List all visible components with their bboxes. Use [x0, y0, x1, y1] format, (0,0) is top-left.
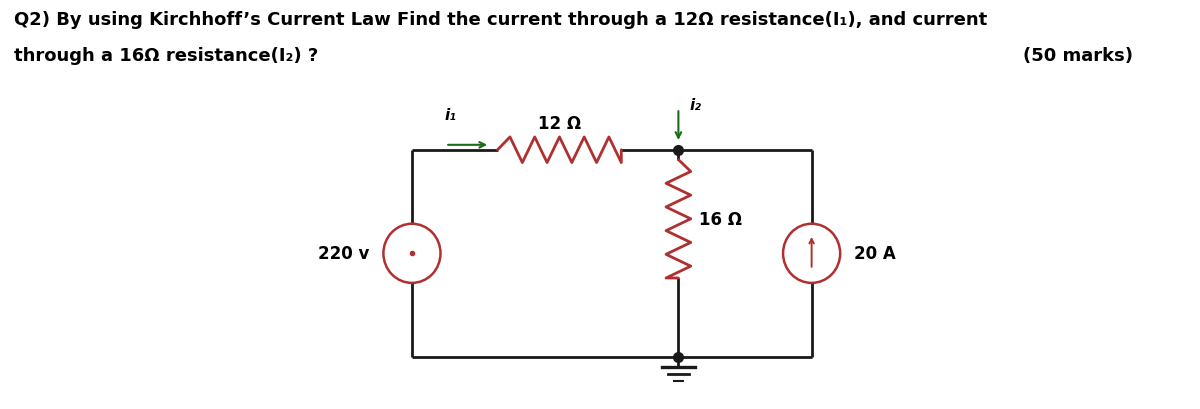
Text: i₂: i₂ [690, 98, 702, 113]
Text: (50 marks): (50 marks) [1024, 47, 1133, 65]
Text: 20 A: 20 A [854, 245, 896, 263]
Text: 220 v: 220 v [318, 245, 370, 263]
Text: 16 Ω: 16 Ω [700, 210, 743, 228]
Text: i₁: i₁ [444, 108, 456, 123]
Text: 12 Ω: 12 Ω [538, 115, 581, 133]
Text: Q2) By using Kirchhoff’s Current Law Find the current through a 12Ω resistance(I: Q2) By using Kirchhoff’s Current Law Fin… [14, 11, 988, 29]
Text: through a 16Ω resistance(I₂) ?: through a 16Ω resistance(I₂) ? [14, 47, 318, 65]
